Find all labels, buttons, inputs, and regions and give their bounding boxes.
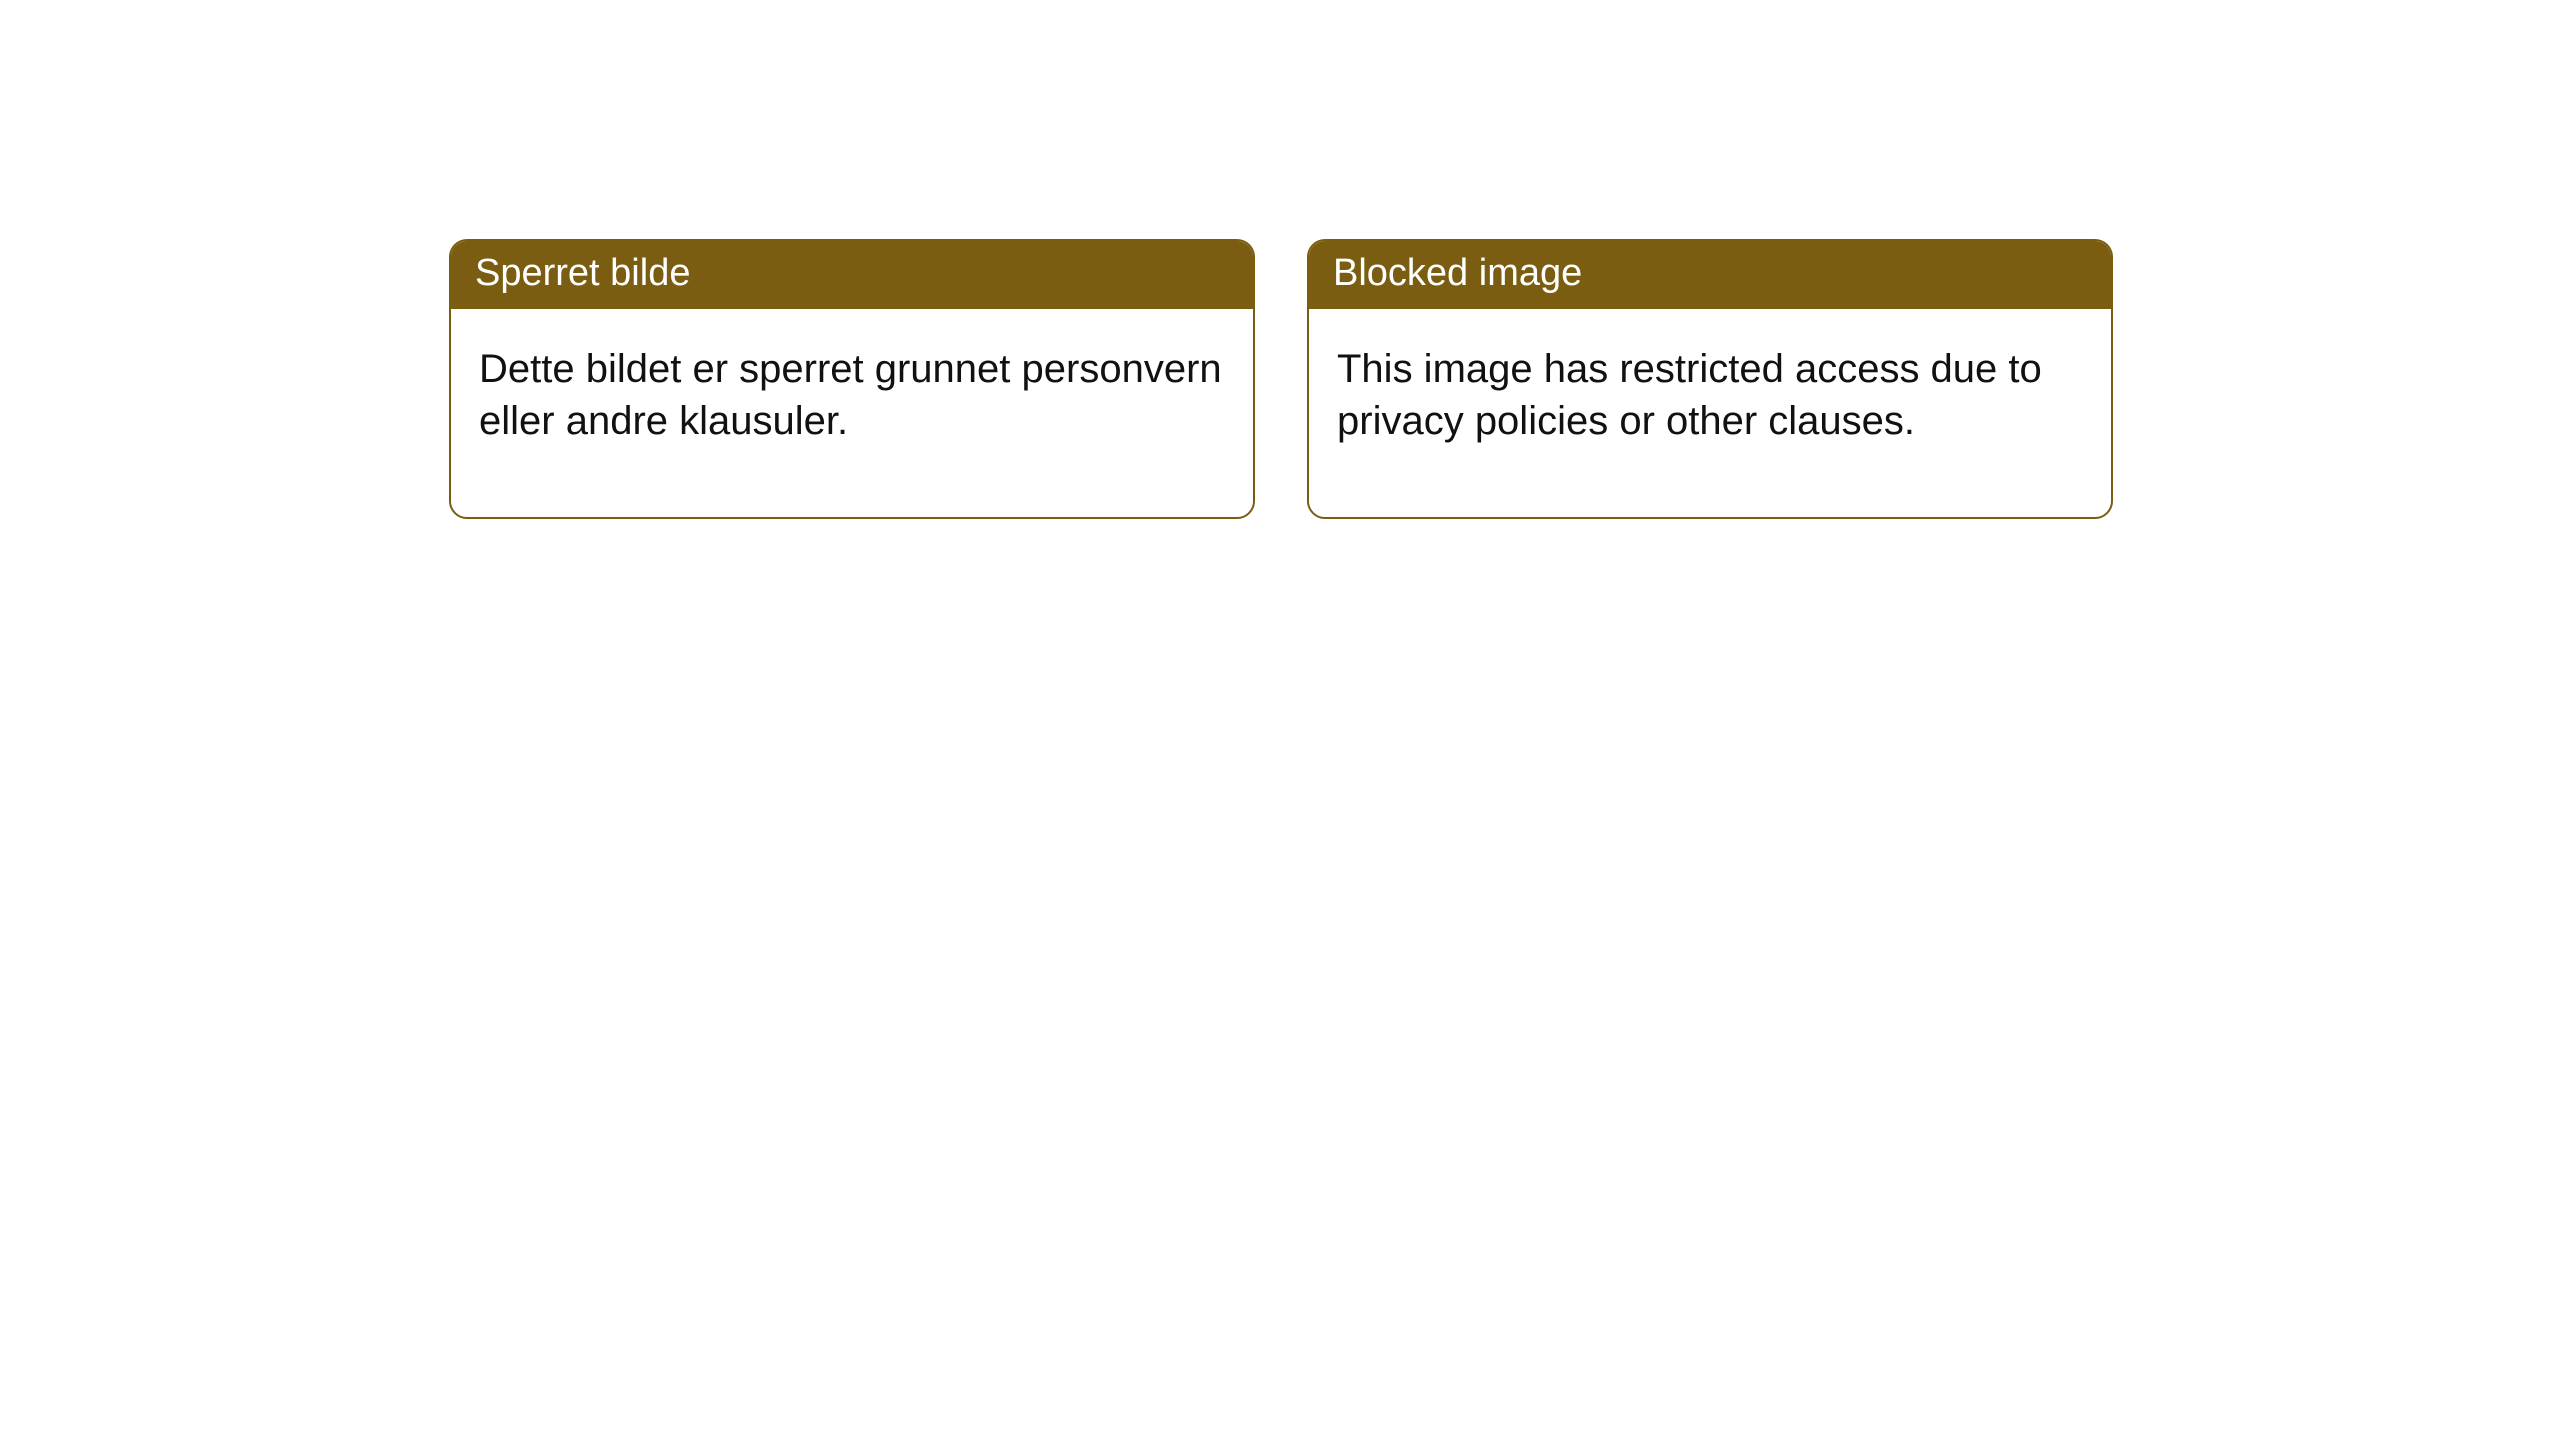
notice-header: Blocked image [1309,241,2111,309]
notice-box-norwegian: Sperret bilde Dette bildet er sperret gr… [449,239,1255,519]
notice-box-english: Blocked image This image has restricted … [1307,239,2113,519]
notice-body: Dette bildet er sperret grunnet personve… [451,309,1253,517]
notice-body: This image has restricted access due to … [1309,309,2111,517]
notice-header: Sperret bilde [451,241,1253,309]
notice-container: Sperret bilde Dette bildet er sperret gr… [0,0,2560,519]
